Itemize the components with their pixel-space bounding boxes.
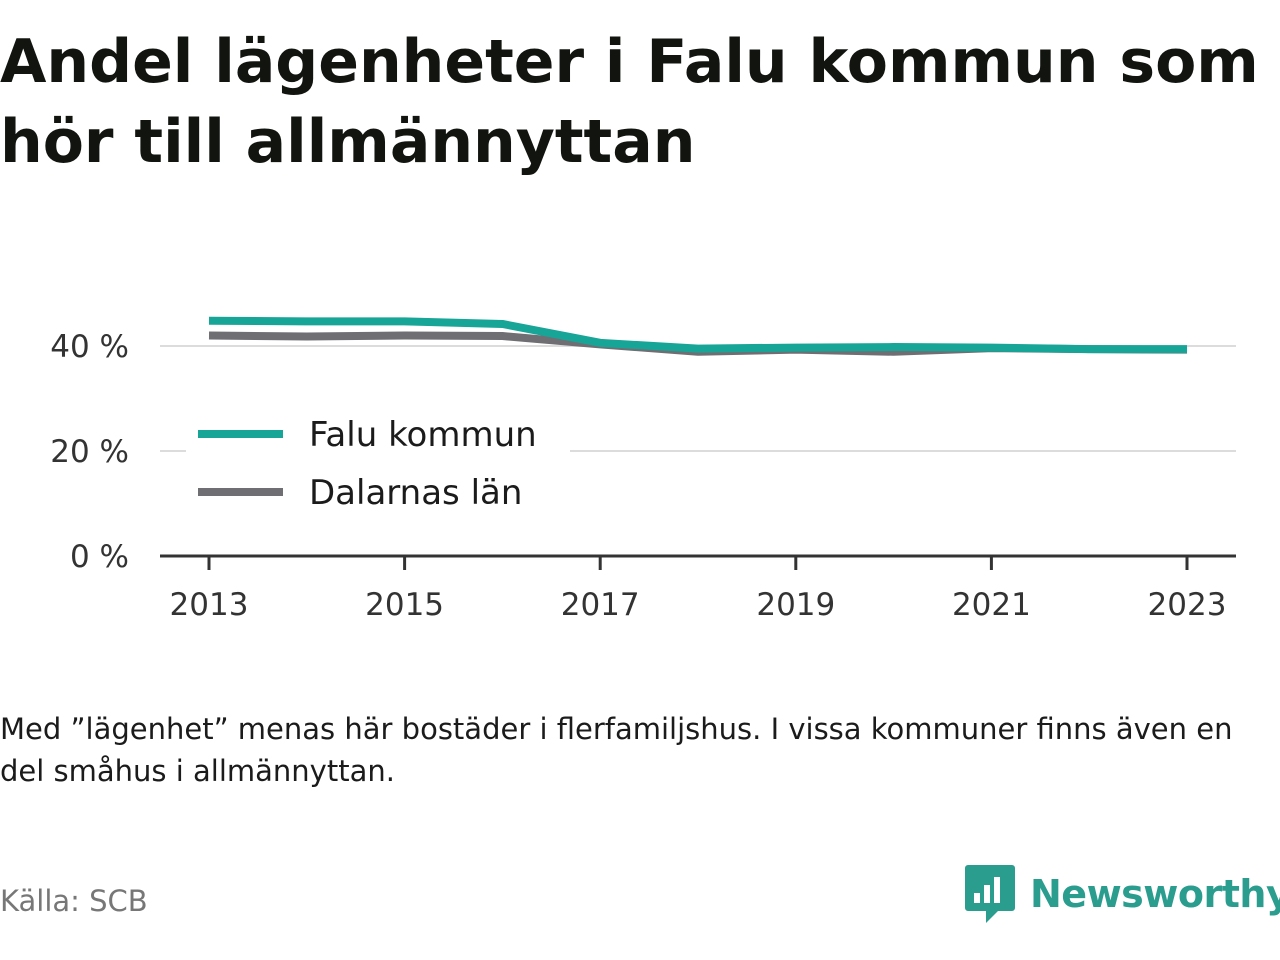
x-tick-label-2017: 2017	[561, 587, 640, 623]
series-layer	[208, 316, 1188, 356]
newsworthy-logo[interactable]: Newsworthy	[964, 860, 1280, 928]
x-tick-label-2013: 2013	[170, 587, 249, 623]
y-tick-label-40: 40 %	[50, 329, 129, 365]
y-tick-label-20: 20 %	[50, 434, 129, 470]
x-tick-label-2015: 2015	[365, 587, 444, 623]
chart-title: Andel lägenheter i Falu kommun som hör t…	[0, 27, 1259, 177]
x-tick-label-2019: 2019	[756, 587, 835, 623]
series-line-falu-kommun	[208, 316, 1187, 354]
x-tick-label-2021: 2021	[952, 587, 1031, 623]
legend-label-0: Falu kommun	[309, 415, 537, 455]
bar-chart-speech-bubble-icon	[965, 865, 1015, 923]
legend: Falu kommun Dalarnas län	[186, 406, 570, 530]
source-label: Källa: SCB	[0, 884, 148, 918]
x-tick-label-2023: 2023	[1148, 587, 1227, 623]
chart-note: Med ”lägenhet” menas här bostäder i fler…	[0, 712, 1233, 788]
legend-label-1: Dalarnas län	[309, 473, 522, 513]
axis-layer: 0 % 20 % 40 % 2013 2015 2017 2019 2021 2023	[50, 329, 1236, 623]
logo-text: Newsworthy	[1030, 872, 1280, 916]
legend-background	[186, 406, 570, 530]
y-tick-label-0: 0 %	[70, 539, 129, 575]
line-chart: 0 % 20 % 40 % 2013 2015 2017 2019 2021 2023 Falu…	[50, 316, 1236, 623]
